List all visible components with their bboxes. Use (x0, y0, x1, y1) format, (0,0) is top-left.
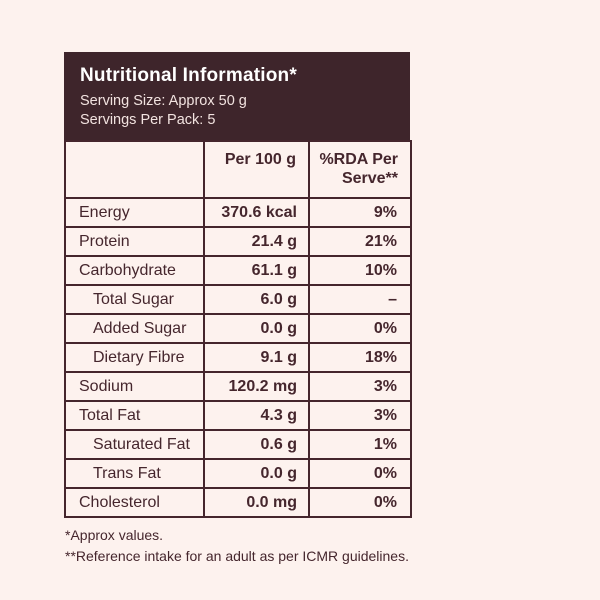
rda-value: 3% (308, 400, 412, 432)
rda-value: 21% (308, 226, 412, 258)
nutrient-name: Total Sugar (64, 284, 205, 316)
rda-value: 1% (308, 429, 412, 461)
label-header: Nutritional Information* Serving Size: A… (64, 52, 410, 141)
nutrient-name: Trans Fat (64, 458, 205, 490)
table-row-protein: Protein 21.4 g 21% (64, 226, 412, 258)
rda-column-header: %RDA Per Serve** (308, 140, 412, 200)
per-100g-value: 9.1 g (203, 342, 310, 374)
per-100g-value: 0.6 g (203, 429, 310, 461)
footnote-approx-values: *Approx values. (65, 527, 164, 544)
rda-value: 9% (308, 197, 412, 229)
rda-value: 3% (308, 371, 412, 403)
nutrient-name: Total Fat (64, 400, 205, 432)
table-row-cholesterol: Cholesterol 0.0 mg 0% (64, 487, 412, 519)
rda-value: 0% (308, 313, 412, 345)
nutrition-table: Per 100 g %RDA Per Serve** Energy 370.6 … (64, 140, 412, 519)
table-header-row: Per 100 g %RDA Per Serve** (64, 140, 412, 200)
nutrient-name: Energy (64, 197, 205, 229)
table-row-total-sugar: Total Sugar 6.0 g – (64, 284, 412, 316)
nutrient-name: Dietary Fibre (64, 342, 205, 374)
label-title: Nutritional Information* (80, 65, 297, 86)
per-100g-value: 61.1 g (203, 255, 310, 287)
footnote-reference-intake: **Reference intake for an adult as per I… (65, 547, 409, 564)
rda-value: 0% (308, 487, 412, 519)
nutrient-name: Saturated Fat (64, 429, 205, 461)
nutrient-name: Cholesterol (64, 487, 205, 519)
nutrient-name: Carbohydrate (64, 255, 205, 287)
serving-size-text: Serving Size: Approx 50 g (80, 93, 247, 109)
per-100g-value: 21.4 g (203, 226, 310, 258)
nutrient-column-header (64, 140, 205, 200)
table-row-sodium: Sodium 120.2 mg 3% (64, 371, 412, 403)
rda-value: 18% (308, 342, 412, 374)
per-100g-value: 370.6 kcal (203, 197, 310, 229)
table-row-total-fat: Total Fat 4.3 g 3% (64, 400, 412, 432)
per-100g-column-header: Per 100 g (203, 140, 310, 200)
rda-value: 0% (308, 458, 412, 490)
servings-per-pack-text: Servings Per Pack: 5 (80, 111, 216, 128)
table-row-added-sugar: Added Sugar 0.0 g 0% (64, 313, 412, 345)
nutrition-label: Nutritional Information* Serving Size: A… (64, 52, 412, 567)
footnotes: *Approx values. **Reference intake for a… (64, 525, 410, 566)
per-100g-value: 0.0 g (203, 313, 310, 345)
rda-value: – (308, 284, 412, 316)
nutrient-name: Sodium (64, 371, 205, 403)
per-100g-value: 0.0 g (203, 458, 310, 490)
table-row-saturated-fat: Saturated Fat 0.6 g 1% (64, 429, 412, 461)
per-100g-value: 6.0 g (203, 284, 310, 316)
per-100g-value: 0.0 mg (203, 487, 310, 519)
per-100g-value: 120.2 mg (203, 371, 310, 403)
per-100g-value: 4.3 g (203, 400, 310, 432)
table-row-energy: Energy 370.6 kcal 9% (64, 197, 412, 229)
nutrient-name: Protein (64, 226, 205, 258)
nutrient-name: Added Sugar (64, 313, 205, 345)
table-row-carbohydrate: Carbohydrate 61.1 g 10% (64, 255, 412, 287)
table-row-trans-fat: Trans Fat 0.0 g 0% (64, 458, 412, 490)
rda-value: 10% (308, 255, 412, 287)
table-row-dietary-fibre: Dietary Fibre 9.1 g 18% (64, 342, 412, 374)
